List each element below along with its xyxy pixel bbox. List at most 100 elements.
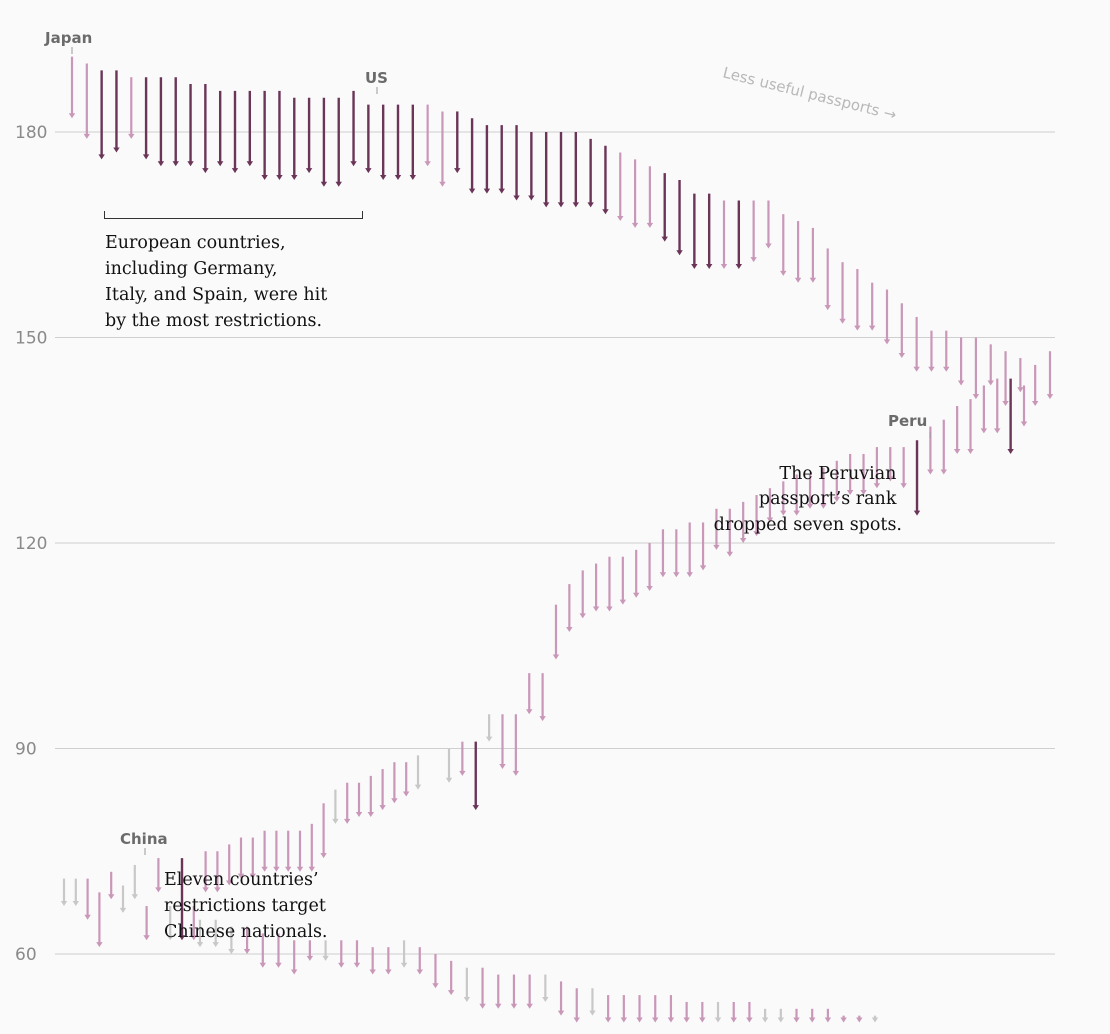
lower-arrow: [353, 940, 361, 968]
lower-arrow-head: [746, 1017, 753, 1023]
lower-arrow-head: [542, 996, 549, 1002]
upper-arrow: [780, 214, 787, 276]
less-useful-hint: Less useful passports →: [721, 63, 898, 124]
upper-arrow: [928, 330, 935, 372]
upper-arrow: [439, 111, 446, 187]
upper-arrow: [498, 125, 505, 194]
lower-arrow: [824, 1008, 832, 1023]
upper-arrow: [1002, 351, 1009, 406]
peru-annotation-line: The Peruvian: [779, 464, 896, 484]
lower-arrow-head: [526, 1003, 533, 1009]
lower-arrow: [526, 974, 533, 1009]
middle-arrow: [445, 748, 453, 783]
lower-arrow-head: [403, 791, 410, 797]
upper-arrow-head: [498, 188, 505, 194]
peru-label: Peru: [888, 412, 927, 430]
middle-arrow-head: [1020, 421, 1028, 427]
middle-arrow-head: [699, 565, 707, 571]
upper-arrow-head: [839, 318, 846, 324]
lower-arrow-head: [243, 949, 251, 954]
lower-arrow-head: [714, 1017, 722, 1023]
lower-arrow-head: [620, 1017, 628, 1023]
upper-arrow: [765, 200, 772, 249]
lower-arrow: [385, 947, 392, 975]
upper-arrow-head: [335, 181, 342, 187]
upper-arrow: [1031, 364, 1039, 406]
lower-arrow: [290, 940, 298, 975]
lower-arrow: [261, 830, 268, 872]
middle-arrow-head: [592, 606, 600, 612]
upper-arrow: [142, 77, 150, 160]
lower-arrow-head: [202, 887, 209, 893]
upper-arrow-head: [483, 188, 491, 194]
upper-arrow-head: [424, 161, 431, 167]
upper-arrow-head: [943, 366, 950, 372]
upper-arrow-head: [557, 202, 565, 208]
upper-arrow: [320, 97, 328, 187]
lower-arrow-head: [793, 1017, 800, 1023]
upper-arrow: [231, 90, 239, 174]
lower-arrow-head: [391, 798, 398, 804]
lower-arrow-head: [249, 873, 256, 879]
middle-arrow: [472, 741, 479, 811]
middle-arrow: [499, 714, 506, 770]
upper-arrow: [943, 330, 950, 372]
middle-arrow: [793, 474, 800, 516]
lower-arrow-head: [226, 880, 233, 886]
middle-arrow: [739, 501, 747, 543]
lower-arrow: [259, 933, 266, 968]
upper-arrow-head: [439, 181, 446, 187]
lower-arrow: [403, 762, 410, 797]
middle-arrow-head: [459, 770, 466, 776]
lower-arrow-head: [416, 969, 423, 975]
lower-arrow-head: [290, 969, 298, 975]
upper-arrow-head: [291, 174, 298, 180]
upper-arrow: [379, 104, 387, 180]
china-annotation-line: Chinese nationals.: [164, 922, 328, 942]
upper-arrow-head: [276, 174, 283, 180]
upper-arrow-head: [320, 181, 328, 187]
lower-arrow-head: [809, 1017, 816, 1023]
upper-arrow: [720, 200, 728, 269]
upper-arrow: [528, 132, 535, 201]
middle-arrow-head: [873, 483, 881, 489]
lower-arrow: [228, 926, 235, 954]
upper-arrow: [513, 125, 520, 201]
middle-arrow: [526, 673, 533, 715]
lower-arrow: [332, 789, 339, 824]
middle-arrow: [673, 529, 680, 578]
lower-arrow-head: [143, 935, 150, 941]
middle-arrow: [913, 440, 921, 516]
upper-arrow: [646, 166, 654, 228]
upper-arrow: [261, 90, 268, 180]
arrow-marks: [60, 56, 1054, 1023]
upper-arrow-head: [987, 380, 994, 386]
upper-arrow-head: [883, 339, 891, 345]
y-tick-label: 60: [15, 945, 37, 965]
upper-arrow-head: [246, 161, 254, 167]
upper-arrow-head: [1046, 394, 1054, 400]
lower-arrow: [730, 1001, 737, 1023]
upper-arrow-head: [350, 161, 357, 167]
upper-arrow-head: [113, 147, 120, 153]
middle-arrow-head: [967, 448, 974, 454]
upper-arrow-head: [216, 161, 224, 167]
lower-arrow: [667, 995, 675, 1023]
europe-annotation-line: European countries,: [105, 233, 286, 253]
lower-arrow: [344, 782, 351, 824]
lower-arrow: [155, 858, 162, 893]
upper-arrow-head: [676, 250, 683, 256]
upper-arrow-head: [794, 277, 802, 283]
upper-arrow: [335, 97, 342, 187]
lower-arrow: [652, 995, 659, 1023]
middle-arrow: [846, 453, 854, 496]
lower-arrow: [777, 1008, 785, 1023]
lower-arrow: [369, 947, 376, 975]
middle-arrow-head: [499, 764, 506, 770]
upper-arrow: [172, 77, 179, 167]
upper-arrow: [898, 303, 906, 359]
lower-arrow-head: [178, 935, 186, 941]
peru-annotation: The Peruvian passport’s rank dropped sev…: [714, 464, 902, 535]
lower-arrow: [495, 974, 502, 1009]
middle-arrow-head: [713, 544, 720, 550]
